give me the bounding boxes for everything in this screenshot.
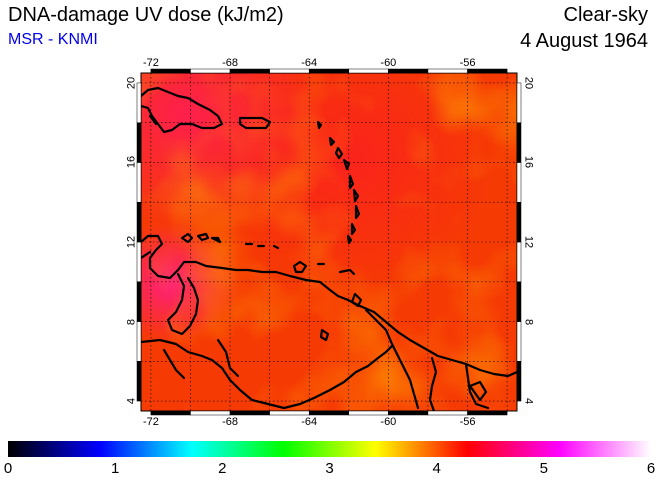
color-scale-bar	[8, 441, 651, 457]
scale-segment	[136, 281, 142, 322]
scale-segment	[150, 410, 191, 416]
scale-segment	[308, 68, 350, 74]
scale-segment	[190, 68, 231, 74]
lon-tick-label: -68	[222, 57, 238, 69]
color-scale-tick-label: 5	[539, 460, 548, 477]
lat-tick-label: 8	[522, 318, 535, 325]
lon-tick-label: -56	[459, 416, 476, 428]
scale-segment	[388, 410, 429, 416]
lon-tick-label: -60	[380, 416, 397, 428]
scale-segment	[516, 281, 522, 322]
scale-segment	[516, 321, 522, 362]
sky-condition: Clear-sky	[563, 4, 648, 26]
scale-segment	[467, 68, 508, 74]
scale-segment	[136, 162, 142, 203]
scale-segment	[150, 68, 191, 74]
lat-tick-label: 20	[522, 76, 535, 90]
scale-segment	[516, 241, 522, 283]
scale-segment	[516, 162, 522, 203]
lon-tick-label: -72	[142, 416, 159, 428]
color-scale-tick-label: 1	[110, 460, 120, 477]
scale-segment	[516, 122, 522, 163]
scale-segment	[348, 68, 389, 74]
scale-segment	[136, 82, 142, 123]
scale-segment	[136, 241, 142, 283]
scale-segment	[308, 410, 350, 416]
map-title: DNA-damage UV dose (kJ/m2)	[8, 4, 284, 26]
lat-tick-label: 4	[522, 397, 535, 405]
lat-tick-label: 4	[125, 397, 138, 405]
uv-dose-map	[136, 68, 522, 416]
scale-segment	[136, 201, 142, 243]
lon-tick-label: -68	[222, 416, 238, 428]
lat-lon-grid	[141, 73, 517, 411]
scale-segment	[467, 410, 508, 416]
scale-segment	[269, 410, 310, 416]
map-date: 4 August 1964	[520, 30, 648, 52]
scale-segment	[229, 68, 270, 74]
lat-tick-label: 12	[522, 235, 535, 249]
scale-segment	[516, 82, 522, 123]
lat-tick-label: 16	[522, 156, 535, 169]
scale-segment	[136, 361, 142, 402]
lat-tick-label: 8	[125, 318, 138, 325]
lon-tick-label: -60	[380, 57, 397, 69]
scale-segment	[388, 68, 429, 74]
lon-tick-label: -72	[142, 57, 159, 69]
scale-segment	[516, 201, 522, 243]
coastlines	[141, 86, 517, 411]
scale-segment	[229, 410, 270, 416]
scale-segment	[190, 410, 231, 416]
lat-tick-label: 20	[125, 76, 138, 90]
lat-tick-label: 16	[125, 156, 138, 169]
scale-segment	[516, 361, 522, 402]
lon-tick-label: -64	[301, 57, 318, 69]
color-scale-tick-label: 0	[3, 460, 13, 477]
color-scale-tick-label: 3	[325, 460, 334, 477]
scale-segment	[427, 410, 468, 416]
scale-segment	[427, 68, 468, 74]
scale-segment	[136, 321, 142, 362]
scale-segment	[348, 410, 389, 416]
source-label: MSR - KNMI	[8, 31, 98, 48]
scale-segment	[136, 122, 142, 163]
color-scale-tick-label: 4	[432, 460, 441, 477]
lon-tick-label: -56	[459, 57, 476, 69]
scale-segment	[269, 68, 310, 74]
color-scale-tick-label: 2	[218, 460, 227, 477]
color-scale-tick-label: 6	[646, 460, 656, 477]
lat-tick-label: 12	[125, 235, 138, 249]
lon-tick-label: -64	[301, 416, 318, 428]
border-scale	[136, 68, 522, 416]
